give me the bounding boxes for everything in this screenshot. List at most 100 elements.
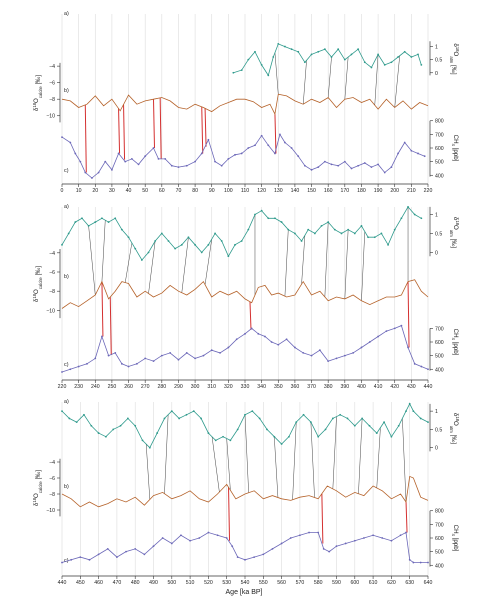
x-tick-label: 220 — [424, 188, 433, 194]
data-point-ch4 — [413, 362, 416, 365]
x-tick-label: 580 — [314, 580, 323, 586]
data-point-atm — [232, 71, 235, 74]
data-point-ch4 — [285, 338, 288, 341]
data-point-atm — [397, 56, 399, 58]
data-point-atm — [403, 50, 406, 53]
data-point-ch4 — [84, 171, 87, 174]
data-point-ch4 — [260, 134, 263, 137]
data-point-ch4 — [79, 556, 82, 558]
right-top-tick-label: 1 — [435, 45, 438, 51]
x-tick-label: 270 — [141, 384, 150, 390]
event-line — [274, 114, 277, 154]
right-top-tick-label: 0.5 — [435, 231, 442, 237]
x-tick-label: 630 — [405, 580, 414, 586]
x-tick-label: 30 — [109, 188, 115, 194]
x-tick-label: 440 — [58, 580, 67, 586]
data-point-atm — [247, 58, 250, 61]
data-point-ch4 — [198, 537, 201, 539]
x-tick-label: 170 — [340, 188, 349, 194]
data-point-ch4 — [267, 144, 270, 147]
data-point-atm — [74, 221, 77, 223]
data-point-ch4 — [370, 166, 373, 168]
data-point-atm — [107, 221, 110, 223]
data-point-ch4 — [170, 164, 173, 167]
right-bottom-tick-label: 400 — [435, 173, 444, 179]
data-point-atm — [387, 243, 389, 246]
data-point-atm — [353, 232, 356, 235]
right-top-tick-label: 0 — [435, 250, 438, 256]
data-point-ch4 — [408, 558, 411, 561]
tie-line — [244, 414, 249, 493]
data-point-atm — [323, 48, 326, 51]
data-point-atm — [207, 243, 210, 246]
data-point-atm — [383, 421, 385, 424]
data-point-ch4 — [152, 360, 155, 362]
data-point-ch4 — [94, 357, 97, 360]
data-point-atm — [405, 410, 407, 413]
x-tick-label: 160 — [324, 188, 333, 194]
data-point-ch4 — [289, 537, 292, 539]
data-point-atm — [367, 236, 370, 239]
data-point-ch4 — [427, 368, 429, 371]
data-point-atm — [375, 432, 378, 434]
data-point-atm — [134, 424, 137, 427]
data-point-ch4 — [107, 354, 110, 357]
data-point-ch4 — [152, 147, 155, 149]
data-point-ch4 — [397, 152, 399, 155]
right-top-tick-label: 0 — [435, 446, 438, 452]
x-tick-label: 40 — [126, 188, 132, 194]
right-bottom-tick-label: 800 — [435, 509, 444, 515]
data-point-atm — [320, 224, 323, 227]
x-tick-label: 280 — [157, 384, 166, 390]
event-line — [201, 106, 204, 154]
data-point-ch4 — [177, 166, 180, 168]
data-point-atm — [81, 217, 83, 220]
data-point-atm — [370, 66, 373, 69]
data-point-ch4 — [202, 354, 205, 357]
tie-line — [301, 235, 306, 285]
data-point-ch4 — [310, 354, 313, 357]
right-top-axis-label: δ18Oatm [‰] — [449, 413, 460, 445]
x-tick-label: 200 — [390, 188, 399, 194]
data-point-atm — [234, 243, 236, 246]
data-point-atm — [160, 232, 163, 235]
data-point-ch4 — [161, 537, 164, 539]
x-tick-label: 560 — [277, 580, 286, 586]
data-point-atm — [68, 417, 71, 420]
tie-line — [324, 222, 329, 297]
data-point-atm — [114, 217, 117, 220]
panel-letter-a: a) — [64, 204, 69, 210]
data-point-ch4 — [294, 346, 296, 349]
data-point-atm — [420, 217, 423, 220]
data-point-ch4 — [270, 341, 273, 343]
data-point-atm — [412, 410, 415, 413]
x-tick-label: 300 — [191, 384, 200, 390]
x-tick-label: 410 — [374, 384, 383, 390]
data-point-atm — [360, 224, 363, 227]
tie-line — [148, 241, 156, 294]
left-tick-label: −4 — [49, 460, 55, 466]
data-point-atm — [222, 435, 224, 438]
data-point-ch4 — [216, 534, 219, 537]
data-point-ch4 — [69, 368, 72, 371]
data-point-atm — [258, 417, 261, 420]
x-tick-label: 50 — [142, 188, 148, 194]
data-point-atm — [236, 428, 239, 431]
left-tick-label: −8 — [49, 492, 55, 498]
data-point-ch4 — [234, 153, 236, 156]
x-tick-label: 220 — [58, 384, 67, 390]
right-bottom-tick-label: 400 — [435, 367, 444, 373]
x-tick-label: 210 — [407, 188, 416, 194]
event-line — [407, 281, 410, 348]
data-point-atm — [267, 74, 270, 77]
data-point-atm — [290, 48, 293, 51]
data-point-atm — [377, 53, 379, 56]
data-point-atm — [260, 63, 263, 66]
data-point-atm — [260, 209, 263, 212]
data-point-ch4 — [185, 352, 188, 354]
left-tick-label: −6 — [49, 476, 55, 482]
data-point-atm — [174, 247, 177, 250]
data-point-atm — [119, 424, 122, 427]
data-point-atm — [347, 228, 350, 231]
data-point-ch4 — [264, 335, 266, 338]
